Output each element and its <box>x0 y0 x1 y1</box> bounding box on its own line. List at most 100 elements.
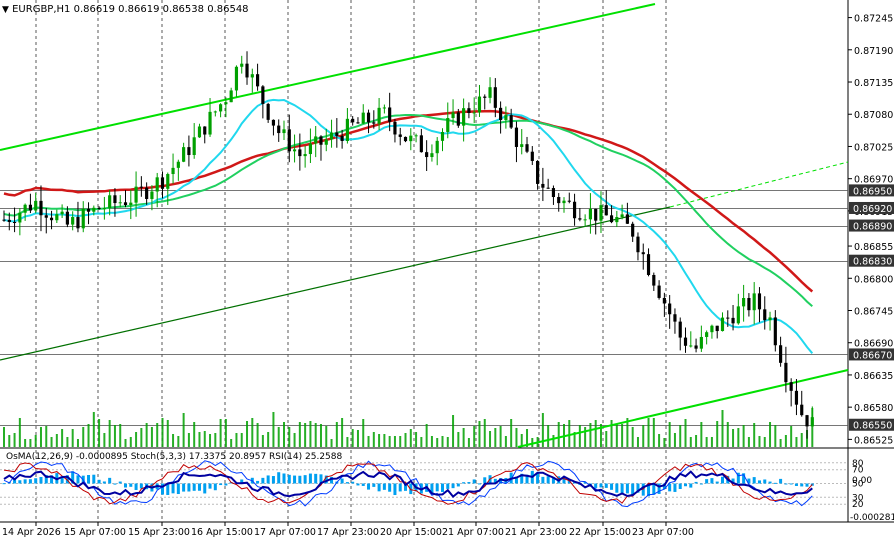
candle-body <box>805 415 809 427</box>
ohlc-values: 0.86619 0.86619 0.86538 0.86548 <box>73 4 249 15</box>
volume-bar <box>304 423 307 447</box>
volume-bar <box>647 418 650 447</box>
osma-bar <box>345 482 349 484</box>
candle-body <box>414 135 418 137</box>
indicator-scale-label: 30 <box>852 493 864 503</box>
osma-bar <box>50 475 54 484</box>
volume-bar <box>515 428 518 447</box>
volume-bar <box>568 420 571 447</box>
candle-body <box>620 214 624 218</box>
volume-bar <box>119 424 122 447</box>
osma-bar <box>789 483 793 485</box>
osma-bar <box>541 476 545 484</box>
volume-bar <box>209 434 212 447</box>
osma-bar <box>757 480 761 484</box>
osma-bar <box>65 475 69 484</box>
candle-body <box>23 204 27 213</box>
candle-body <box>499 107 503 120</box>
osma-bar <box>684 483 688 487</box>
trend-lines[interactable] <box>0 3 849 448</box>
volume-bar <box>636 437 639 447</box>
volume-bar <box>774 425 777 447</box>
volume-bar <box>177 436 180 447</box>
volume-bar <box>594 420 597 447</box>
time-label: 20 Apr 15:00 <box>380 527 442 538</box>
candle-body <box>557 197 561 204</box>
price-level-label: 0.86550 <box>853 421 892 432</box>
candle-body <box>514 127 519 147</box>
volume-bar <box>224 419 227 447</box>
osma-bar <box>256 480 260 484</box>
osma-bar <box>805 483 809 487</box>
time-label: 17 Apr 23:00 <box>317 527 379 538</box>
price-level-label: 0.86920 <box>853 204 892 215</box>
candle-body <box>615 217 619 223</box>
osma-bar <box>493 478 497 484</box>
candle-body <box>578 218 582 220</box>
candle-body <box>694 345 698 349</box>
candle-body <box>92 207 96 212</box>
osma-bar <box>261 477 265 484</box>
osma-bar <box>71 471 75 484</box>
volume-bar <box>784 435 787 447</box>
volume-bar <box>314 423 317 447</box>
volume-bar <box>261 435 264 447</box>
osma-bar <box>92 474 96 484</box>
osma-bar <box>351 481 355 484</box>
osma-bar <box>742 473 746 484</box>
symbol-timeframe: EURGBP,H1 <box>12 4 71 15</box>
candle-body <box>282 129 286 134</box>
price-level-badge <box>849 184 894 197</box>
osma-bar <box>213 483 217 491</box>
osma-bar <box>451 483 455 489</box>
osma-bar <box>308 473 312 484</box>
volume-bar <box>372 432 375 447</box>
volume-bar <box>187 433 190 447</box>
volume-bar <box>277 427 280 447</box>
candle-body <box>657 285 661 298</box>
candle-body <box>49 217 54 221</box>
volume-bar <box>404 433 407 447</box>
volume-bar <box>383 434 386 447</box>
osma-bar <box>271 476 275 484</box>
osma-bar <box>567 479 571 484</box>
candle-body <box>366 112 371 123</box>
volume-bar <box>599 424 602 447</box>
volume-bar <box>557 422 560 447</box>
osma-bar <box>472 479 476 484</box>
triangle-down-icon[interactable]: ▼ <box>2 5 9 15</box>
candle-body <box>160 177 165 189</box>
candle-body <box>483 96 487 98</box>
candle-body <box>171 167 175 175</box>
indicator-scale-label: 50 <box>852 480 864 490</box>
volume-bar <box>552 435 555 447</box>
candle-body <box>356 122 360 124</box>
volume-bar <box>129 437 132 447</box>
osma-bar <box>367 483 371 490</box>
candle-body <box>472 112 476 114</box>
volume-bar <box>673 433 676 447</box>
candle-body <box>34 200 38 211</box>
osma-bar <box>361 483 365 486</box>
price-axis: 0.87245 0.87190 0.87135 0.87080 0.87025 0.869… <box>848 14 894 446</box>
volume-bar <box>732 429 735 447</box>
candle-body <box>800 404 804 416</box>
volume-bar <box>763 437 766 447</box>
indicator-scale-label: 20 <box>852 500 864 510</box>
candle-body <box>409 135 413 142</box>
volume-bar <box>3 427 5 447</box>
candle-body <box>65 211 69 225</box>
volume-bar <box>214 433 217 447</box>
lower-trend-line <box>517 369 849 448</box>
volume-bar <box>589 423 592 447</box>
candle-body <box>2 219 6 221</box>
candle-body <box>403 136 408 142</box>
osma-bar <box>139 483 143 489</box>
osma-bar <box>499 478 503 484</box>
candle-body <box>599 205 603 221</box>
volume-bar <box>705 437 708 447</box>
osma-bar <box>398 483 402 492</box>
candle-body <box>646 254 651 275</box>
